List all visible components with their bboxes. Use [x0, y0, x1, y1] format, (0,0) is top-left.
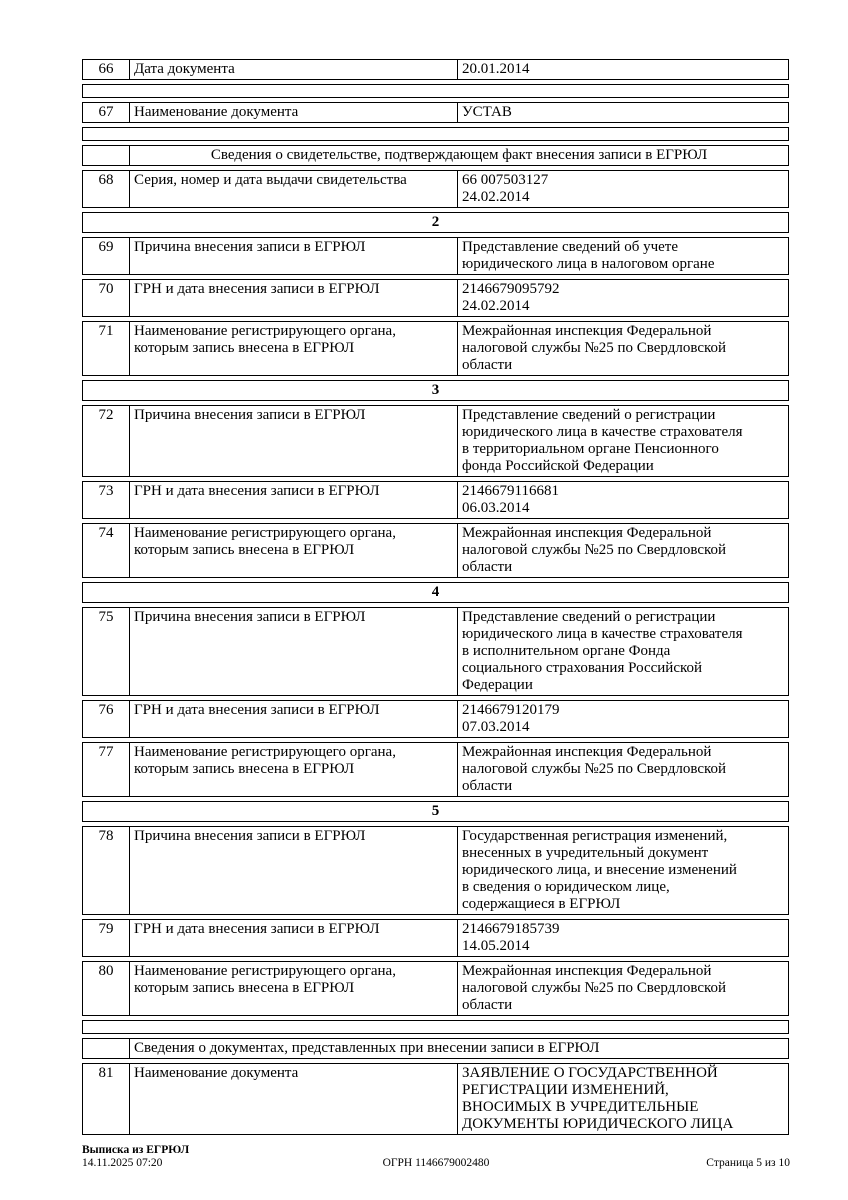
row-label-cell: ГРН и дата внесения записи в ЕГРЮЛ	[130, 701, 458, 737]
section-header-text: Сведения о свидетельстве, подтверждающем…	[210, 147, 708, 163]
row-value-cell: 2146679116681 06.03.2014	[462, 483, 559, 516]
row-value-cell: 2146679120179 07.03.2014	[462, 702, 560, 735]
footer-doc-title: Выписка из ЕГРЮЛ	[82, 1144, 190, 1156]
table-row-71: 71 Наименование регистрирующего органа, к…	[82, 321, 789, 376]
table-row-67: 67 Наименование документа УСТАВ	[82, 102, 789, 123]
row-label-cell: ГРН и дата внесения записи в ЕГРЮЛ	[130, 920, 458, 956]
row-value-cell: Межрайонная инспекция Федеральной налого…	[462, 323, 727, 373]
footer-page-number: Страница 5 из 10	[706, 1157, 790, 1169]
group-number-row: 4	[82, 582, 789, 603]
row-label-cell: ГРН и дата внесения записи в ЕГРЮЛ	[130, 482, 458, 518]
footer-left-block: Выписка из ЕГРЮЛ 14.11.2025 07:20	[82, 1144, 323, 1170]
egrul-table: 66 Дата документа 20.01.2014 67 Наименование…	[82, 59, 789, 1139]
row-number-cell: 79	[83, 920, 130, 956]
row-label-cell: Наименование регистрирующего органа, кот…	[130, 962, 458, 1015]
row-number-cell: 74	[83, 524, 130, 577]
table-row-80: 80 Наименование регистрирующего органа, к…	[82, 961, 789, 1016]
row-value-cell: Межрайонная инспекция Федеральной налого…	[462, 525, 727, 575]
row-number-cell: 78	[83, 827, 130, 914]
row-value-cell: Представление сведений о регистрации юри…	[462, 609, 743, 693]
row-number-cell: 81	[83, 1064, 130, 1134]
row-value-cell: Межрайонная инспекция Федеральной налого…	[462, 963, 727, 1013]
row-label-cell: Причина внесения записи в ЕГРЮЛ	[130, 608, 458, 695]
table-row-78: 78 Причина внесения записи в ЕГРЮЛ Государ…	[82, 826, 789, 915]
row-label-cell: Дата документа	[130, 60, 458, 79]
row-number-cell: 68	[83, 171, 130, 207]
row-number-cell: 76	[83, 701, 130, 737]
row-value-cell: 2146679185739 14.05.2014	[462, 921, 560, 954]
section-header-row: Сведения о свидетельстве, подтверждающем…	[82, 145, 789, 166]
row-value-cell: 66 007503127 24.02.2014	[462, 172, 549, 205]
row-number-cell: 80	[83, 962, 130, 1015]
row-value-cell: Представление сведений о регистрации юри…	[462, 407, 743, 474]
row-value-cell: ЗАЯВЛЕНИЕ О ГОСУДАРСТВЕННОЙ РЕГИСТРАЦИИ …	[462, 1065, 734, 1132]
row-value-cell: УСТАВ	[462, 104, 512, 120]
row-number-cell-empty	[83, 1039, 130, 1058]
row-label-cell: Наименование документа	[130, 1064, 458, 1134]
row-label-cell: ГРН и дата внесения записи в ЕГРЮЛ	[130, 280, 458, 316]
table-row-75: 75 Причина внесения записи в ЕГРЮЛ Предста…	[82, 607, 789, 696]
row-number-cell: 66	[83, 60, 130, 79]
table-row-72: 72 Причина внесения записи в ЕГРЮЛ Предста…	[82, 405, 789, 477]
row-value-cell: Представление сведений об учете юридичес…	[462, 239, 715, 272]
row-number-cell: 75	[83, 608, 130, 695]
row-label-cell: Наименование регистрирующего органа, кот…	[130, 524, 458, 577]
row-number-cell: 71	[83, 322, 130, 375]
row-number-cell-empty	[83, 146, 130, 165]
footer-datetime: 14.11.2025 07:20	[82, 1157, 163, 1169]
row-label-cell: Серия, номер и дата выдачи свидетельства	[130, 171, 458, 207]
table-row-69: 69 Причина внесения записи в ЕГРЮЛ Предста…	[82, 237, 789, 275]
page-footer: Выписка из ЕГРЮЛ 14.11.2025 07:20 ОГРН 1…	[82, 1144, 790, 1170]
table-row-73: 73 ГРН и дата внесения записи в ЕГРЮЛ 2146…	[82, 481, 789, 519]
row-label-cell: Причина внесения записи в ЕГРЮЛ	[130, 406, 458, 476]
table-row-81: 81 Наименование документа ЗАЯВЛЕНИЕ О ГОСУ…	[82, 1063, 789, 1135]
row-label-cell: Наименование регистрирующего органа, кот…	[130, 322, 458, 375]
row-value-cell: Межрайонная инспекция Федеральной налого…	[462, 744, 727, 794]
table-row-79: 79 ГРН и дата внесения записи в ЕГРЮЛ 2146…	[82, 919, 789, 957]
group-number-row: 5	[82, 801, 789, 822]
row-number-cell: 67	[83, 103, 130, 122]
row-number-cell: 73	[83, 482, 130, 518]
section-header-text: Сведения о документах, представленных пр…	[134, 1040, 600, 1056]
row-number-cell: 72	[83, 406, 130, 476]
row-label-cell: Причина внесения записи в ЕГРЮЛ	[130, 238, 458, 274]
table-row-66: 66 Дата документа 20.01.2014	[82, 59, 789, 80]
row-value-cell: 20.01.2014	[462, 61, 530, 77]
row-number-cell: 70	[83, 280, 130, 316]
table-row-68: 68 Серия, номер и дата выдачи свидетельст…	[82, 170, 789, 208]
footer-ogrn: ОГРН 1146679002480	[382, 1157, 490, 1169]
spacer-row	[82, 127, 789, 141]
row-label-cell: Причина внесения записи в ЕГРЮЛ	[130, 827, 458, 914]
table-row-77: 77 Наименование регистрирующего органа, к…	[82, 742, 789, 797]
table-row-74: 74 Наименование регистрирующего органа, к…	[82, 523, 789, 578]
row-number-cell: 77	[83, 743, 130, 796]
row-value-cell: Государственная регистрация изменений, в…	[462, 828, 737, 912]
row-label-cell: Наименование документа	[130, 103, 458, 122]
row-number-cell: 69	[83, 238, 130, 274]
row-value-cell: 2146679095792 24.02.2014	[462, 281, 560, 314]
section-header-row: Сведения о документах, представленных пр…	[82, 1038, 789, 1059]
group-number-row: 3	[82, 380, 789, 401]
table-row-70: 70 ГРН и дата внесения записи в ЕГРЮЛ 2146…	[82, 279, 789, 317]
row-label-cell: Наименование регистрирующего органа, кот…	[130, 743, 458, 796]
spacer-row	[82, 84, 789, 98]
group-number-row: 2	[82, 212, 789, 233]
table-row-76: 76 ГРН и дата внесения записи в ЕГРЮЛ 2146…	[82, 700, 789, 738]
spacer-row	[82, 1020, 789, 1034]
